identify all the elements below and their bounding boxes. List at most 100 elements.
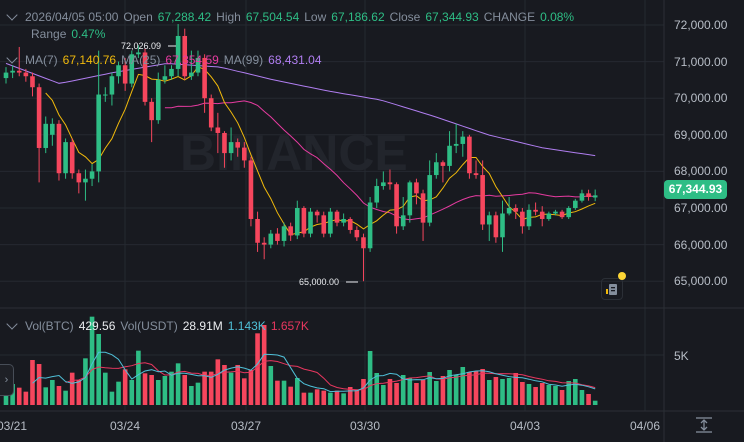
volume-bar <box>142 373 148 405</box>
volume-bar <box>592 400 598 405</box>
ma7-value: 67,140.76 <box>62 53 117 67</box>
candle <box>10 65 15 79</box>
ma25-line <box>164 100 596 221</box>
chevron-down-icon[interactable] <box>6 9 18 21</box>
candle-body <box>400 215 406 227</box>
volume-bar <box>486 380 492 405</box>
candle <box>122 57 128 91</box>
volume-bar <box>281 380 287 405</box>
candle <box>109 72 115 106</box>
date-tick: 03/27 <box>230 419 262 433</box>
candle-body <box>301 208 307 234</box>
ma99-label: MA(99) <box>223 53 264 67</box>
volume-bar <box>301 392 307 405</box>
candle <box>182 28 188 80</box>
volume-bar <box>513 373 519 405</box>
max-price-label: 72,026.09 <box>121 41 162 51</box>
candle <box>129 50 135 88</box>
candle-body <box>136 52 141 55</box>
candle-body <box>566 208 571 218</box>
candle-body <box>308 211 313 234</box>
candle-body <box>354 229 360 238</box>
volume-ma-short-line <box>32 351 596 393</box>
volume-bar <box>347 387 353 405</box>
candle <box>414 178 419 205</box>
candle-body <box>10 70 15 73</box>
ma7-label: MA(7) <box>25 53 58 67</box>
candle-body <box>573 200 578 208</box>
volume-bar <box>23 391 29 405</box>
volume-bar <box>96 334 101 405</box>
candle <box>592 189 598 202</box>
volume-bar <box>381 385 386 405</box>
candle <box>321 211 327 238</box>
price-tick: 72,000.00 <box>674 18 728 32</box>
candle-body <box>83 178 88 183</box>
candle <box>294 200 300 240</box>
candle-body <box>334 211 340 223</box>
candle-body <box>30 76 35 88</box>
chevron-down-icon[interactable] <box>6 318 18 330</box>
volume-bar <box>473 371 479 405</box>
low-label: Low <box>304 10 327 24</box>
candle <box>155 72 161 124</box>
date-tick: 03/24 <box>109 419 141 433</box>
candle <box>189 50 194 80</box>
candle-body <box>520 211 525 227</box>
volume-bar <box>122 369 128 405</box>
candle <box>16 46 22 77</box>
volume-bar <box>10 384 15 405</box>
candle <box>374 178 380 208</box>
candle-body <box>69 142 75 174</box>
volume-bar <box>169 371 174 405</box>
candles <box>3 24 598 282</box>
volume-bar <box>242 378 247 405</box>
range-label: Range <box>31 27 67 41</box>
candle <box>546 211 552 221</box>
volume-bar <box>440 376 446 405</box>
candle-body <box>553 211 558 214</box>
candle <box>420 189 426 241</box>
candle-body <box>427 175 432 223</box>
volume-bar <box>129 380 135 405</box>
volume-bar <box>520 382 525 405</box>
volume-bar <box>414 383 419 405</box>
volume-bar <box>16 387 22 405</box>
candle <box>460 131 466 157</box>
candle-body <box>440 162 446 166</box>
volume-bar <box>546 385 552 405</box>
candle-body <box>162 76 168 80</box>
candle-body <box>506 208 512 214</box>
candle-body <box>347 218 353 230</box>
chevron-right-icon[interactable]: › <box>0 364 14 396</box>
candle <box>175 24 181 77</box>
chevron-down-icon[interactable] <box>6 52 18 64</box>
candle-body <box>116 65 121 77</box>
candle-body <box>242 147 247 161</box>
candle-body <box>586 193 591 198</box>
vertical-fit-icon[interactable] <box>694 416 714 434</box>
candle-body <box>460 136 466 144</box>
candle <box>533 202 538 216</box>
candle-body <box>23 72 29 77</box>
candle <box>407 180 413 223</box>
candle <box>467 134 472 179</box>
candle <box>76 169 82 194</box>
candle <box>248 156 254 227</box>
candle-body <box>314 211 320 216</box>
ma25-label: MA(25) <box>121 53 161 67</box>
volume-bar <box>56 386 62 405</box>
candle-body <box>467 136 472 174</box>
volume-bar <box>3 393 9 405</box>
candle <box>539 206 545 227</box>
candle <box>341 213 346 227</box>
volume-bar <box>321 390 327 405</box>
notebook-icon[interactable] <box>601 278 623 300</box>
candle-body <box>500 213 505 238</box>
candle <box>208 94 214 132</box>
volume-bar <box>367 351 373 405</box>
volume-bar <box>573 379 578 405</box>
candle-body <box>208 98 214 128</box>
volume-bar <box>255 333 260 405</box>
